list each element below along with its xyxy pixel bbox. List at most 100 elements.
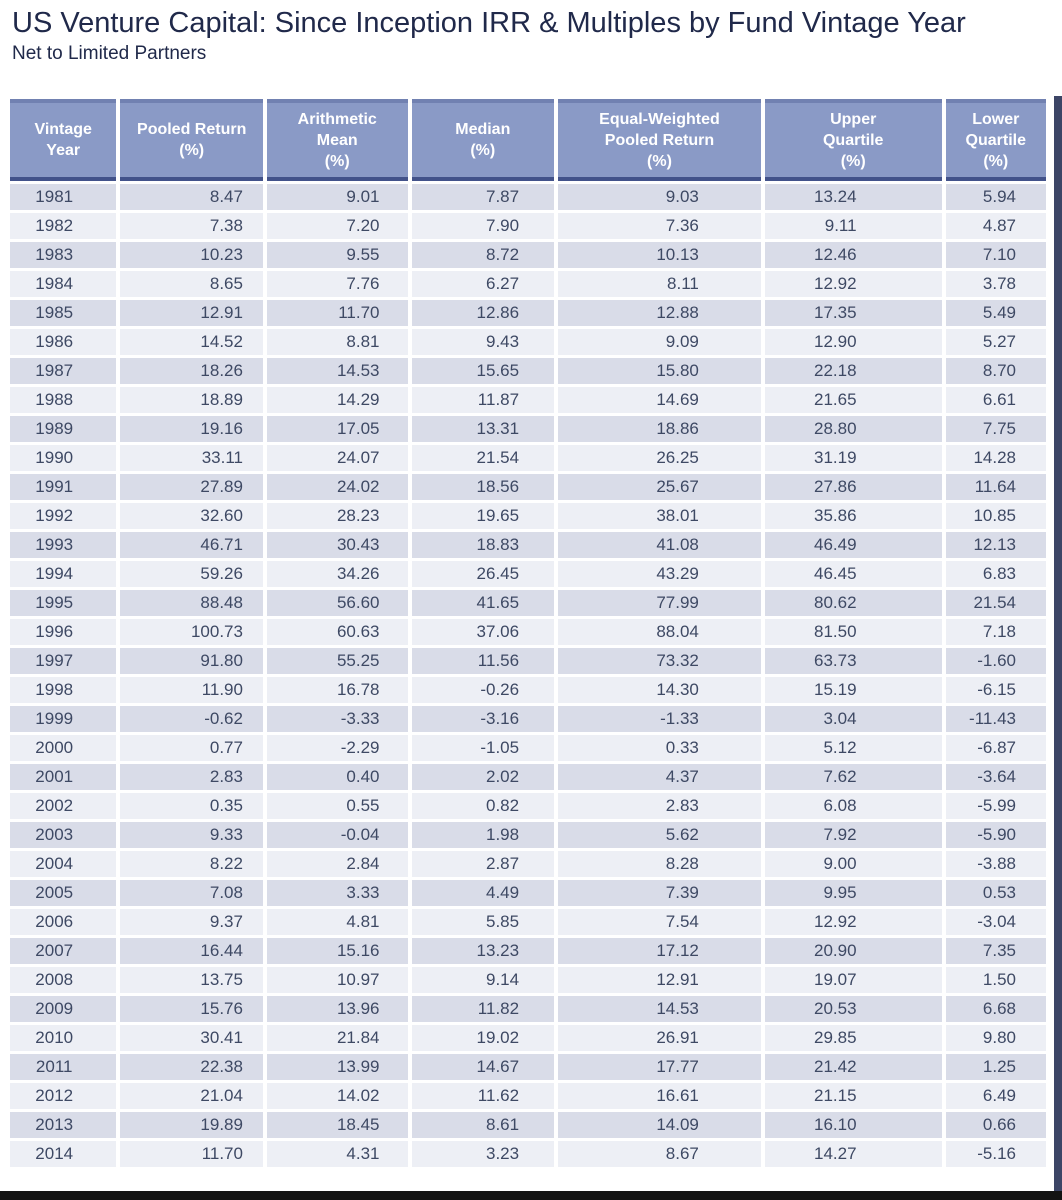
value-cell-pooled-return: 7.38 bbox=[120, 213, 263, 239]
value-cell-median: 19.02 bbox=[411, 1025, 555, 1051]
table-row-1991: 1991 27.89 24.02 18.56 25.67 27.86 11.64 bbox=[10, 474, 1046, 500]
value-cell-upper-quartile: 12.90 bbox=[764, 329, 942, 355]
value-cell-upper-quartile: 15.19 bbox=[764, 677, 942, 703]
vintage-year-cell: 1995 bbox=[10, 590, 117, 616]
vintage-year-cell: 1985 bbox=[10, 300, 117, 326]
value-cell-lower-quartile: 5.94 bbox=[945, 184, 1046, 210]
value-cell-equal-weighted-pooled-return: 5.62 bbox=[558, 822, 761, 848]
table-row-1994: 1994 59.26 34.26 26.45 43.29 46.45 6.83 bbox=[10, 561, 1046, 587]
value-cell-lower-quartile: 10.85 bbox=[945, 503, 1046, 529]
value-cell-lower-quartile: 3.78 bbox=[945, 271, 1046, 297]
vintage-year-cell: 2006 bbox=[10, 909, 117, 935]
value-cell-equal-weighted-pooled-return: 14.09 bbox=[558, 1112, 761, 1138]
value-cell-equal-weighted-pooled-return: 15.80 bbox=[558, 358, 761, 384]
vintage-year-cell: 2003 bbox=[10, 822, 117, 848]
table-row-2000: 2000 0.77 -2.29 -1.05 0.33 5.12 -6.87 bbox=[10, 735, 1046, 761]
value-cell-pooled-return: 19.89 bbox=[120, 1112, 263, 1138]
value-cell-lower-quartile: -1.60 bbox=[945, 648, 1046, 674]
table-row-2002: 2002 0.35 0.55 0.82 2.83 6.08 -5.99 bbox=[10, 793, 1046, 819]
table-row-2013: 2013 19.89 18.45 8.61 14.09 16.10 0.66 bbox=[10, 1112, 1046, 1138]
value-cell-arithmetic-mean: 14.02 bbox=[266, 1083, 408, 1109]
value-cell-upper-quartile: 81.50 bbox=[764, 619, 942, 645]
value-cell-equal-weighted-pooled-return: 38.01 bbox=[558, 503, 761, 529]
value-cell-median: 9.43 bbox=[411, 329, 555, 355]
value-cell-arithmetic-mean: 0.40 bbox=[266, 764, 408, 790]
vintage-year-cell: 1997 bbox=[10, 648, 117, 674]
value-cell-arithmetic-mean: 14.29 bbox=[266, 387, 408, 413]
value-cell-equal-weighted-pooled-return: 7.36 bbox=[558, 213, 761, 239]
value-cell-lower-quartile: -6.87 bbox=[945, 735, 1046, 761]
value-cell-lower-quartile: -5.16 bbox=[945, 1141, 1046, 1167]
value-cell-equal-weighted-pooled-return: 14.53 bbox=[558, 996, 761, 1022]
value-cell-pooled-return: 9.33 bbox=[120, 822, 263, 848]
value-cell-upper-quartile: 9.00 bbox=[764, 851, 942, 877]
value-cell-lower-quartile: 1.50 bbox=[945, 967, 1046, 993]
column-header-equal-weighted-pooled-return: Equal-Weighted Pooled Return (%) bbox=[558, 99, 761, 181]
value-cell-upper-quartile: 27.86 bbox=[764, 474, 942, 500]
value-cell-arithmetic-mean: -0.04 bbox=[266, 822, 408, 848]
value-cell-pooled-return: 19.16 bbox=[120, 416, 263, 442]
value-cell-median: 1.98 bbox=[411, 822, 555, 848]
value-cell-upper-quartile: 9.95 bbox=[764, 880, 942, 906]
vintage-year-cell: 1994 bbox=[10, 561, 117, 587]
table-row-1988: 1988 18.89 14.29 11.87 14.69 21.65 6.61 bbox=[10, 387, 1046, 413]
vintage-year-cell: 1982 bbox=[10, 213, 117, 239]
vintage-year-cell: 1988 bbox=[10, 387, 117, 413]
table-row-2014: 2014 11.70 4.31 3.23 8.67 14.27 -5.16 bbox=[10, 1141, 1046, 1167]
value-cell-upper-quartile: 12.46 bbox=[764, 242, 942, 268]
vintage-year-cell: 1989 bbox=[10, 416, 117, 442]
value-cell-lower-quartile: 6.49 bbox=[945, 1083, 1046, 1109]
value-cell-median: 9.14 bbox=[411, 967, 555, 993]
value-cell-upper-quartile: 63.73 bbox=[764, 648, 942, 674]
value-cell-pooled-return: 15.76 bbox=[120, 996, 263, 1022]
vintage-year-cell: 1984 bbox=[10, 271, 117, 297]
value-cell-median: 7.87 bbox=[411, 184, 555, 210]
value-cell-upper-quartile: 46.45 bbox=[764, 561, 942, 587]
value-cell-median: 11.87 bbox=[411, 387, 555, 413]
table-row-2008: 2008 13.75 10.97 9.14 12.91 19.07 1.50 bbox=[10, 967, 1046, 993]
value-cell-lower-quartile: -3.88 bbox=[945, 851, 1046, 877]
value-cell-upper-quartile: 3.04 bbox=[764, 706, 942, 732]
value-cell-median: 37.06 bbox=[411, 619, 555, 645]
table-row-1996: 1996 100.73 60.63 37.06 88.04 81.50 7.18 bbox=[10, 619, 1046, 645]
value-cell-upper-quartile: 29.85 bbox=[764, 1025, 942, 1051]
value-cell-upper-quartile: 6.08 bbox=[764, 793, 942, 819]
value-cell-pooled-return: 11.90 bbox=[120, 677, 263, 703]
vintage-year-cell: 2011 bbox=[10, 1054, 117, 1080]
value-cell-arithmetic-mean: 13.96 bbox=[266, 996, 408, 1022]
value-cell-upper-quartile: 12.92 bbox=[764, 271, 942, 297]
vintage-year-cell: 2002 bbox=[10, 793, 117, 819]
value-cell-arithmetic-mean: 11.70 bbox=[266, 300, 408, 326]
table-row-1982: 1982 7.38 7.20 7.90 7.36 9.11 4.87 bbox=[10, 213, 1046, 239]
value-cell-median: 14.67 bbox=[411, 1054, 555, 1080]
vintage-year-cell: 2004 bbox=[10, 851, 117, 877]
table-row-2011: 2011 22.38 13.99 14.67 17.77 21.42 1.25 bbox=[10, 1054, 1046, 1080]
value-cell-lower-quartile: 7.75 bbox=[945, 416, 1046, 442]
value-cell-arithmetic-mean: 55.25 bbox=[266, 648, 408, 674]
table-row-2004: 2004 8.22 2.84 2.87 8.28 9.00 -3.88 bbox=[10, 851, 1046, 877]
value-cell-pooled-return: 22.38 bbox=[120, 1054, 263, 1080]
value-cell-arithmetic-mean: 56.60 bbox=[266, 590, 408, 616]
value-cell-median: 8.61 bbox=[411, 1112, 555, 1138]
value-cell-lower-quartile: 21.54 bbox=[945, 590, 1046, 616]
value-cell-median: -1.05 bbox=[411, 735, 555, 761]
value-cell-arithmetic-mean: 21.84 bbox=[266, 1025, 408, 1051]
value-cell-pooled-return: 2.83 bbox=[120, 764, 263, 790]
value-cell-arithmetic-mean: -2.29 bbox=[266, 735, 408, 761]
vintage-year-cell: 2012 bbox=[10, 1083, 117, 1109]
vintage-year-cell: 1987 bbox=[10, 358, 117, 384]
value-cell-arithmetic-mean: 4.31 bbox=[266, 1141, 408, 1167]
value-cell-pooled-return: 21.04 bbox=[120, 1083, 263, 1109]
value-cell-pooled-return: 100.73 bbox=[120, 619, 263, 645]
value-cell-median: -0.26 bbox=[411, 677, 555, 703]
vintage-year-cell: 1981 bbox=[10, 184, 117, 210]
value-cell-pooled-return: 0.35 bbox=[120, 793, 263, 819]
value-cell-median: 2.02 bbox=[411, 764, 555, 790]
value-cell-upper-quartile: 46.49 bbox=[764, 532, 942, 558]
value-cell-lower-quartile: -5.90 bbox=[945, 822, 1046, 848]
vintage-year-cell: 2005 bbox=[10, 880, 117, 906]
value-cell-equal-weighted-pooled-return: 17.12 bbox=[558, 938, 761, 964]
table-row-2005: 2005 7.08 3.33 4.49 7.39 9.95 0.53 bbox=[10, 880, 1046, 906]
vintage-year-cell: 1998 bbox=[10, 677, 117, 703]
value-cell-upper-quartile: 80.62 bbox=[764, 590, 942, 616]
